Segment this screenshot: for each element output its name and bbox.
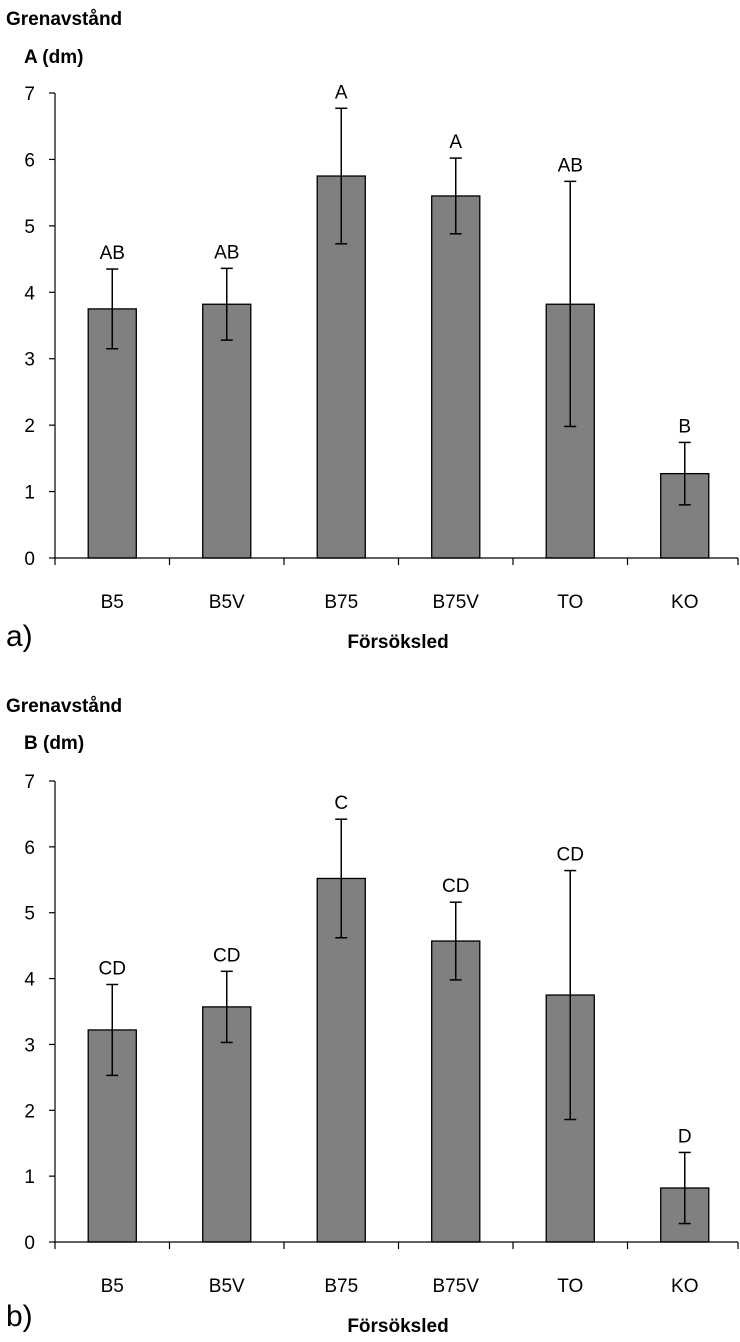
significance-letter: AB: [214, 242, 239, 263]
chart-a: Grenavstånd A (dm) Försöksled a) 0 1 2 3 4 5 6…: [6, 9, 739, 653]
x-tick-label: B5: [101, 1276, 124, 1297]
chart-a-plot: 0 1 2 3 4 5 6 7 AB B5 AB B5V A B75 A B75V AB TO B KO: [24, 82, 739, 613]
y-tick-label: 3: [24, 350, 35, 371]
x-tick-label: B5V: [209, 1276, 245, 1297]
y-tick-label: 0: [24, 1233, 35, 1254]
significance-letter: CD: [442, 876, 469, 897]
chart-a-xlabel: Försöksled: [347, 632, 448, 653]
chart-b-plot: 0 1 2 3 4 5 6 7 CD B5 CD B5V C B75 CD B75V CD TO D KO: [24, 772, 739, 1297]
bar-B5: [87, 308, 137, 559]
significance-letter: D: [678, 1126, 692, 1147]
significance-letter: AB: [558, 155, 583, 176]
chart-b: Grenavstånd B (dm) Försöksled b) 0 1 2 3 4 5 6…: [6, 696, 739, 1337]
y-tick-label: 7: [24, 84, 35, 105]
significance-letter: CD: [213, 945, 240, 966]
y-tick-label: 1: [24, 1167, 35, 1188]
significance-letter: B: [678, 416, 691, 437]
significance-letter: C: [334, 793, 348, 814]
x-tick-label: B75V: [433, 1276, 480, 1297]
chart-b-ylabel-line1: Grenavstånd: [6, 696, 122, 717]
y-tick-label: 1: [24, 483, 35, 504]
bar-B75V: [431, 195, 481, 559]
y-tick-label: 5: [24, 217, 35, 238]
x-tick-label: B75: [324, 592, 358, 613]
bar-B5V: [202, 303, 252, 559]
x-tick-label: TO: [557, 1276, 583, 1297]
chart-a-ylabel-line2: A (dm): [24, 47, 83, 68]
y-tick-label: 7: [24, 772, 35, 793]
chart-b-panel-label: b): [6, 1300, 33, 1333]
y-tick-label: 2: [24, 1101, 35, 1122]
chart-b-ylabel-line2: B (dm): [24, 733, 84, 754]
y-tick-label: 4: [24, 283, 35, 304]
chart-b-xlabel: Försöksled: [347, 1316, 448, 1337]
y-tick-label: 4: [24, 970, 35, 991]
bar-B75V: [431, 940, 481, 1243]
chart-a-ylabel-line1: Grenavstånd: [6, 9, 122, 30]
x-tick-label: B75V: [433, 592, 480, 613]
x-tick-label: KO: [671, 1276, 698, 1297]
significance-letter: AB: [100, 243, 125, 264]
x-tick-label: TO: [557, 592, 583, 613]
significance-letter: A: [449, 132, 462, 153]
y-tick-label: 6: [24, 150, 35, 171]
y-tick-label: 5: [24, 904, 35, 925]
x-tick-label: B5V: [209, 592, 245, 613]
y-tick-label: 0: [24, 549, 35, 570]
x-tick-label: B5: [101, 592, 124, 613]
significance-letter: CD: [557, 845, 584, 866]
y-tick-label: 2: [24, 416, 35, 437]
bar-B75: [316, 877, 366, 1243]
y-tick-label: 3: [24, 1035, 35, 1056]
significance-letter: CD: [99, 958, 126, 979]
chart-a-panel-label: a): [6, 620, 33, 653]
y-tick-label: 6: [24, 838, 35, 859]
significance-letter: A: [335, 82, 348, 103]
x-tick-label: KO: [671, 592, 698, 613]
x-tick-label: B75: [324, 1276, 358, 1297]
